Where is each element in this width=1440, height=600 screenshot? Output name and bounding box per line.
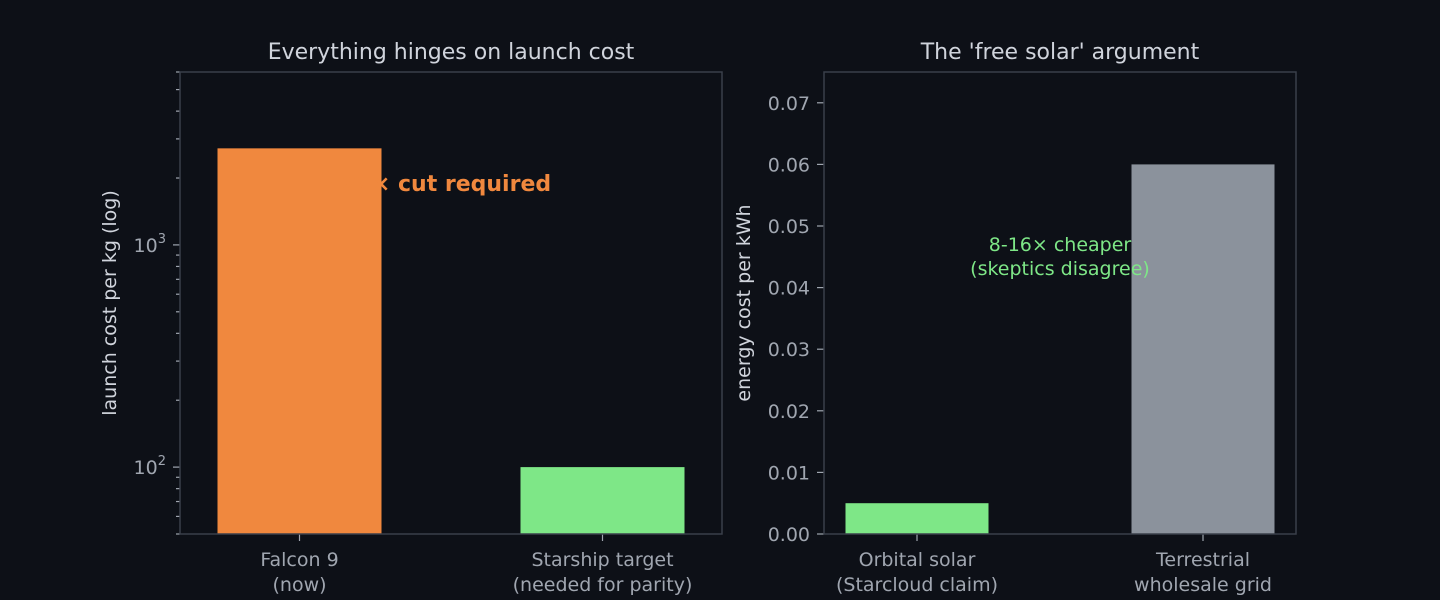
y-tick-label: 0.05 [768,216,810,238]
y-tick-label: 0.03 [768,339,810,361]
y-tick-label: 0.04 [768,278,810,300]
energy-cost-bar [1131,164,1275,534]
launch-cost-chart: Everything hinges on launch cost launch … [99,40,723,596]
energy-cost-y-axis-label: energy cost per kWh [733,204,755,401]
x-tick-label: (needed for parity) [513,574,693,596]
y-tick-label: 0.07 [768,93,810,115]
y-tick-label: 102 [134,454,166,479]
energy-cost-chart-title: The 'free solar' argument [920,40,1200,65]
x-tick-label: wholesale grid [1134,574,1272,596]
launch-cost-plot-frame [179,71,723,535]
energy-cost-bar [845,503,989,534]
y-tick-label: 0.00 [768,524,810,546]
launch-cost-annotation: ~27× cut required [323,172,551,197]
x-tick-label: Terrestrial [1155,549,1250,571]
x-tick-label: (Starcloud claim) [836,574,998,596]
y-tick-label: 103 [134,232,166,257]
x-tick-label: Orbital solar [859,549,976,571]
energy-cost-plot-frame [823,71,1297,535]
launch-cost-chart-title: Everything hinges on launch cost [268,40,635,65]
y-tick-label: 0.02 [768,401,810,423]
y-tick-label: 0.06 [768,154,810,176]
energy-cost-chart: The 'free solar' argument energy cost pe… [733,40,1297,596]
x-tick-label: Falcon 9 [260,549,338,571]
energy-cost-annotation: 8-16× cheaper(skeptics disagree) [970,234,1150,280]
x-tick-label: Starship target [531,549,673,571]
launch-cost-bar [217,148,382,534]
energy-cost-annotation-line: 8-16× cheaper [989,234,1132,256]
launch-cost-y-axis-label: launch cost per kg (log) [99,190,121,416]
x-tick-label: (now) [272,574,326,596]
launch-cost-bar [520,467,685,534]
y-tick-label: 0.01 [768,462,810,484]
energy-cost-annotation-line: (skeptics disagree) [970,258,1150,280]
